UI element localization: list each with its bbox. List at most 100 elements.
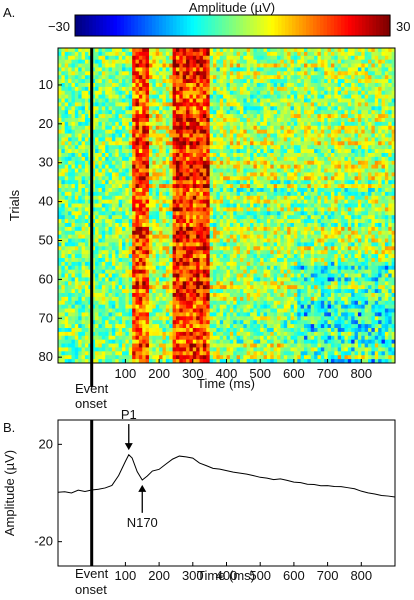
heatmap-cell bbox=[361, 137, 366, 142]
heatmap-cell bbox=[368, 145, 372, 150]
heatmap-cell bbox=[95, 63, 99, 68]
heatmap-cell bbox=[155, 230, 160, 236]
heatmap-cell bbox=[324, 153, 328, 158]
heatmap-cell bbox=[132, 63, 136, 68]
heatmap-cell bbox=[277, 160, 281, 166]
heatmap-cell bbox=[135, 86, 140, 92]
heatmap-cell bbox=[337, 188, 342, 193]
heatmap-cell bbox=[381, 118, 386, 123]
heatmap-cell bbox=[297, 176, 302, 181]
heatmap-cell bbox=[283, 90, 288, 96]
heatmap-cell bbox=[314, 195, 318, 201]
heatmap-cell bbox=[280, 79, 285, 84]
heatmap-cell bbox=[253, 75, 258, 80]
heatmap-cell bbox=[297, 168, 302, 173]
heatmap-cell bbox=[304, 160, 308, 166]
heatmap-cell bbox=[357, 234, 362, 239]
heatmap-cell bbox=[105, 55, 109, 61]
heatmap-cell bbox=[344, 168, 349, 173]
heatmap-cell bbox=[219, 211, 224, 216]
heatmap-cell bbox=[287, 59, 291, 64]
heatmap-cell bbox=[61, 98, 66, 103]
heatmap-cell bbox=[354, 219, 359, 224]
heatmap-cell bbox=[384, 230, 389, 236]
heatmap-cell bbox=[142, 230, 147, 236]
heatmap-cell bbox=[108, 160, 113, 166]
heatmap-cell bbox=[196, 59, 200, 64]
heatmap-cell bbox=[162, 145, 167, 150]
heatmap-cell bbox=[206, 90, 211, 96]
heatmap-cell bbox=[74, 203, 79, 208]
heatmap-cell bbox=[371, 219, 376, 224]
heatmap-cell bbox=[290, 211, 295, 216]
heatmap-cell bbox=[260, 114, 264, 119]
heatmap-cell bbox=[61, 125, 66, 131]
heatmap-cell bbox=[381, 94, 386, 99]
heatmap-cell bbox=[236, 215, 241, 220]
heatmap-cell bbox=[145, 55, 150, 61]
heatmap-cell bbox=[81, 195, 86, 201]
heatmap-cell bbox=[229, 79, 234, 84]
heatmap-cell bbox=[122, 121, 126, 127]
heatmap-cell bbox=[273, 90, 278, 96]
heatmap-cell bbox=[74, 164, 79, 169]
heatmap-cell bbox=[341, 141, 345, 146]
heatmap-cell bbox=[277, 86, 281, 92]
heatmap-cell bbox=[260, 125, 264, 131]
heatmap-cell bbox=[337, 168, 342, 173]
heatmap-cell bbox=[152, 234, 157, 239]
heatmap-cell bbox=[145, 106, 150, 111]
heatmap-cell bbox=[202, 219, 207, 224]
heatmap-cell bbox=[105, 184, 109, 189]
heatmap-cell bbox=[368, 230, 372, 236]
heatmap-cell bbox=[341, 188, 345, 193]
heatmap-cell bbox=[351, 168, 355, 173]
heatmap-cell bbox=[317, 226, 322, 232]
heatmap-cell bbox=[182, 137, 187, 142]
heatmap-cell bbox=[243, 188, 248, 193]
heatmap-cell bbox=[317, 48, 322, 53]
heatmap-cell bbox=[192, 63, 197, 68]
heatmap-cell bbox=[297, 114, 302, 119]
heatmap-cell bbox=[165, 184, 170, 189]
heatmap-cell bbox=[64, 160, 69, 166]
heatmap-cell bbox=[351, 51, 355, 57]
heatmap-cell bbox=[388, 102, 393, 107]
heatmap-cell bbox=[206, 121, 211, 127]
heatmap-cell bbox=[98, 94, 103, 99]
heatmap-cell bbox=[273, 110, 278, 115]
heatmap-cell bbox=[142, 153, 147, 158]
heatmap-cell bbox=[354, 145, 359, 150]
heatmap-cell bbox=[179, 191, 184, 197]
heatmap-cell bbox=[68, 184, 72, 189]
heatmap-cell bbox=[341, 199, 345, 204]
heatmap-cell bbox=[233, 118, 238, 123]
heatmap-cell bbox=[81, 211, 86, 216]
heatmap-cell bbox=[189, 230, 194, 236]
heatmap-cell bbox=[263, 207, 268, 212]
heatmap-cell bbox=[196, 48, 200, 53]
heatmap-cell bbox=[81, 184, 86, 189]
heatmap-cell bbox=[239, 215, 244, 220]
heatmap-cell bbox=[132, 195, 136, 201]
heatmap-cell bbox=[381, 145, 386, 150]
heatmap-cell bbox=[71, 223, 76, 228]
heatmap-cell bbox=[388, 195, 393, 201]
heatmap-cell bbox=[304, 203, 308, 208]
heatmap-cell bbox=[371, 160, 376, 166]
heatmap-cell bbox=[290, 230, 295, 236]
heatmap-cell bbox=[213, 215, 217, 220]
heatmap-cell bbox=[266, 51, 271, 57]
heatmap-cell bbox=[337, 203, 342, 208]
heatmap-cell bbox=[351, 207, 355, 212]
heatmap-cell bbox=[71, 55, 76, 61]
heatmap-cell bbox=[223, 79, 227, 84]
heatmap-cell bbox=[253, 168, 258, 173]
heatmap-cell bbox=[71, 184, 76, 189]
heatmap-cell bbox=[330, 118, 335, 123]
heatmap-cell bbox=[91, 114, 96, 119]
heatmap-cell bbox=[361, 59, 366, 64]
heatmap-cell bbox=[351, 83, 355, 88]
heatmap-cell bbox=[206, 226, 211, 232]
